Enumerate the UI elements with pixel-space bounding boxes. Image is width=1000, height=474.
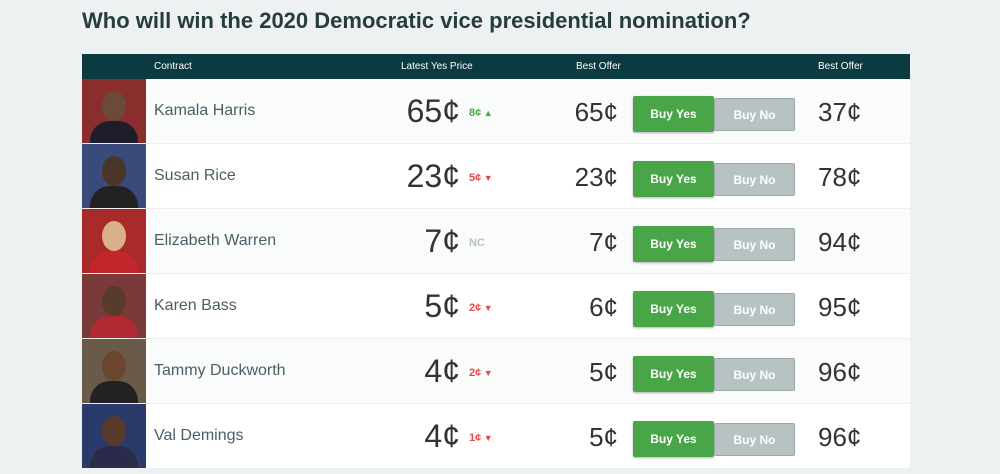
best-offer-yes: 7¢: [589, 227, 618, 257]
arrow-up-icon: ▲: [481, 108, 493, 118]
best-offer-yes: 5¢: [589, 357, 618, 387]
latest-yes-price: 5¢: [424, 288, 460, 324]
latest-yes-price: 4¢: [424, 353, 460, 389]
best-offer-no: 96¢: [818, 357, 862, 387]
price-change: 1¢ ▼: [469, 432, 493, 444]
table-header: Contract Latest Yes Price Best Offer Bes…: [82, 54, 910, 79]
table-row: Susan Rice 23¢ 5¢ ▼ 23¢ Buy Yes Buy No 7…: [82, 144, 910, 209]
latest-yes-price: 4¢: [424, 418, 460, 454]
arrow-down-icon: ▼: [481, 303, 493, 313]
price-change: NC: [469, 237, 485, 249]
table-row: Tammy Duckworth 4¢ 2¢ ▼ 5¢ Buy Yes Buy N…: [82, 339, 910, 404]
table-row: Karen Bass 5¢ 2¢ ▼ 6¢ Buy Yes Buy No 95¢: [82, 274, 910, 339]
best-offer-no: 95¢: [818, 292, 862, 322]
buy-no-button[interactable]: Buy No: [714, 358, 795, 391]
candidate-photo: [82, 209, 146, 273]
header-best-offer-no: Best Offer: [818, 61, 863, 72]
buy-yes-button[interactable]: Buy Yes: [633, 356, 714, 392]
contract-name[interactable]: Kamala Harris: [154, 102, 256, 119]
header-best-offer-yes: Best Offer: [576, 61, 621, 72]
candidate-photo: [82, 79, 146, 143]
buy-yes-button[interactable]: Buy Yes: [633, 161, 714, 197]
page-title: Who will win the 2020 Democratic vice pr…: [82, 8, 751, 33]
table-row: Val Demings 4¢ 1¢ ▼ 5¢ Buy Yes Buy No 96…: [82, 404, 910, 469]
best-offer-yes: 6¢: [589, 292, 618, 322]
latest-yes-price: 23¢: [406, 158, 460, 194]
candidate-photo: [82, 144, 146, 208]
contract-name[interactable]: Karen Bass: [154, 297, 237, 314]
contract-name[interactable]: Susan Rice: [154, 167, 236, 184]
candidate-photo: [82, 339, 146, 403]
best-offer-no: 37¢: [818, 97, 862, 127]
best-offer-no: 94¢: [818, 227, 862, 257]
arrow-down-icon: ▼: [481, 433, 493, 443]
buy-yes-button[interactable]: Buy Yes: [633, 291, 714, 327]
price-change: 5¢ ▼: [469, 172, 493, 184]
price-change: 2¢ ▼: [469, 302, 493, 314]
candidate-photo: [82, 274, 146, 338]
best-offer-yes: 23¢: [574, 162, 618, 192]
buy-yes-button[interactable]: Buy Yes: [633, 421, 714, 457]
buy-no-button[interactable]: Buy No: [714, 228, 795, 261]
best-offer-no: 78¢: [818, 162, 862, 192]
buy-no-button[interactable]: Buy No: [714, 98, 795, 131]
latest-yes-price: 7¢: [424, 223, 460, 259]
best-offer-yes: 5¢: [589, 422, 618, 452]
buy-no-button[interactable]: Buy No: [714, 293, 795, 326]
latest-yes-price: 65¢: [406, 93, 460, 129]
arrow-down-icon: ▼: [481, 173, 493, 183]
arrow-down-icon: ▼: [481, 368, 493, 378]
header-latest-yes-price: Latest Yes Price: [401, 61, 473, 72]
header-contract: Contract: [154, 61, 192, 72]
best-offer-no: 96¢: [818, 422, 862, 452]
table-row: Kamala Harris 65¢ 8¢ ▲ 65¢ Buy Yes Buy N…: [82, 79, 910, 144]
table-row: Elizabeth Warren 7¢ NC 7¢ Buy Yes Buy No…: [82, 209, 910, 274]
candidate-photo: [82, 404, 146, 468]
contract-name[interactable]: Val Demings: [154, 427, 244, 444]
market-table: Contract Latest Yes Price Best Offer Bes…: [82, 54, 910, 469]
contract-name[interactable]: Tammy Duckworth: [154, 362, 286, 379]
buy-no-button[interactable]: Buy No: [714, 163, 795, 196]
contract-name[interactable]: Elizabeth Warren: [154, 232, 277, 249]
buy-yes-button[interactable]: Buy Yes: [633, 226, 714, 262]
best-offer-yes: 65¢: [574, 97, 618, 127]
price-change: 8¢ ▲: [469, 107, 493, 119]
buy-no-button[interactable]: Buy No: [714, 423, 795, 456]
price-change: 2¢ ▼: [469, 367, 493, 379]
buy-yes-button[interactable]: Buy Yes: [633, 96, 714, 132]
